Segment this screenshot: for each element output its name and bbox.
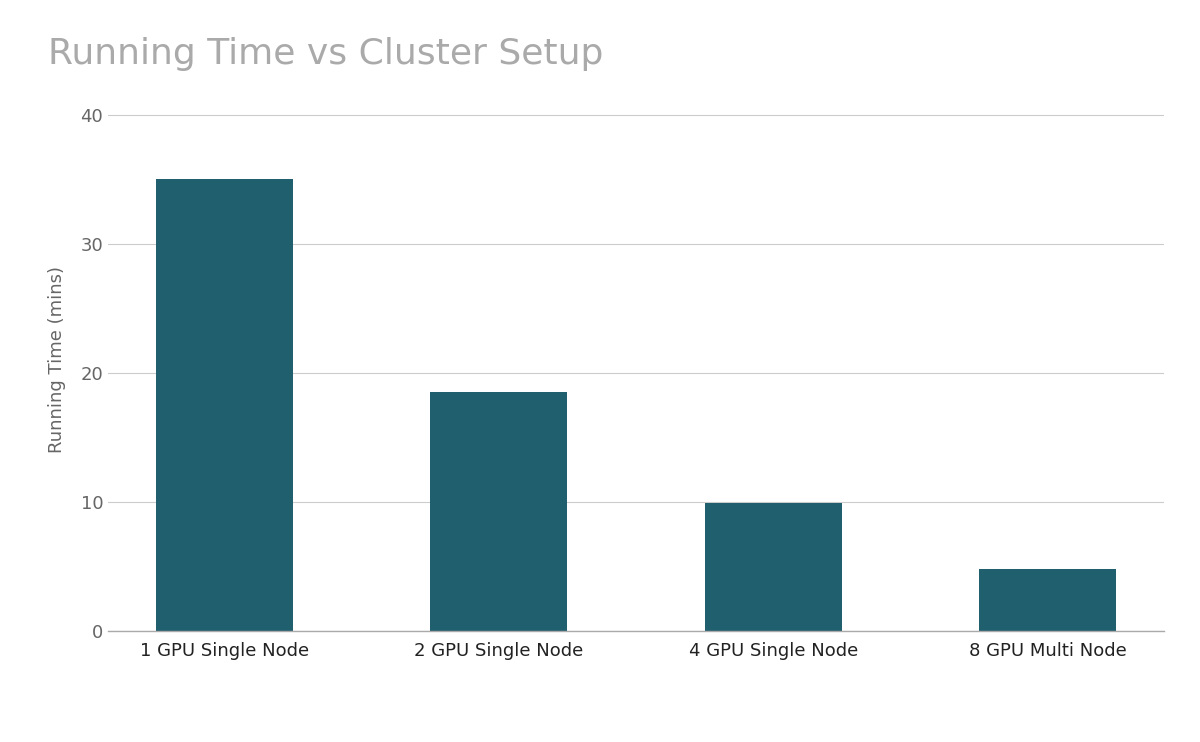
- Y-axis label: Running Time (mins): Running Time (mins): [48, 266, 66, 453]
- Bar: [156, 180, 293, 631]
- Bar: [431, 392, 568, 631]
- Bar: [979, 569, 1116, 631]
- Text: Running Time vs Cluster Setup: Running Time vs Cluster Setup: [48, 37, 604, 71]
- Bar: [704, 503, 841, 631]
